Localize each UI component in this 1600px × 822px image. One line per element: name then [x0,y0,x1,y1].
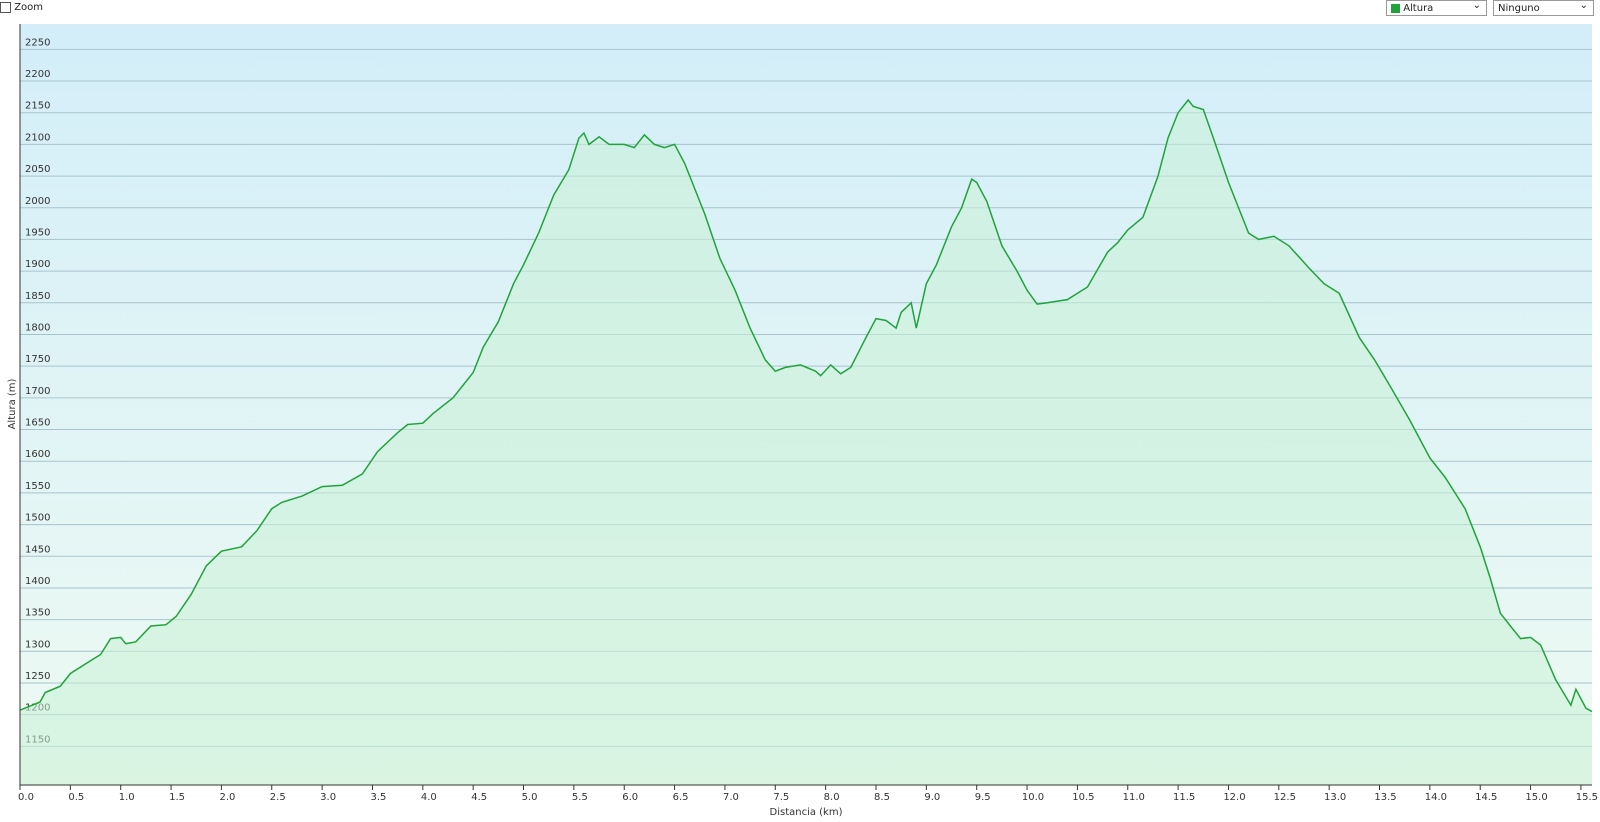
x-tick-label: 15.5 [1576,792,1598,803]
y-tick-label: 1200 [25,703,50,714]
y-tick-label: 1550 [25,481,50,492]
x-tick-label: 5.5 [572,792,588,803]
metric-label: Altura [1403,3,1434,14]
x-tick-label: 14.5 [1475,792,1497,803]
y-tick-label: 1500 [25,513,50,524]
x-tick-label: 3.5 [371,792,387,803]
elevation-line [19,98,1593,713]
y-tick-label: 2150 [25,101,50,112]
x-tick-label: 2.5 [270,792,286,803]
x-tick-label: 0.0 [18,792,34,803]
x-tick-label: 6.5 [673,792,689,803]
x-tick-label: 3.0 [320,792,336,803]
x-tick-label: 10.5 [1072,792,1094,803]
y-tick-label: 1450 [25,544,50,555]
y-tick-label: 2000 [25,196,50,207]
x-tick-label: 7.0 [723,792,739,803]
metric-select[interactable]: Altura [1386,0,1487,16]
area [20,100,1592,785]
x-axis-label: Distancia (km) [770,807,843,818]
zoom-control[interactable]: Zoom [0,0,60,16]
y-tick-label: 2250 [25,37,50,48]
y-tick-label: 1650 [25,418,50,429]
y-tick-label: 1600 [25,449,50,460]
y-tick-label: 1750 [25,354,50,365]
x-tick-label: 7.5 [773,792,789,803]
y-tick-label: 1300 [25,639,50,650]
x-tick-label: 13.5 [1374,792,1396,803]
x-tick-label: 4.0 [421,792,437,803]
y-tick-label: 1400 [25,576,50,587]
x-tick-label: 5.0 [522,792,538,803]
zoom-label: Zoom [14,2,44,13]
secondary-select[interactable]: Ninguno [1493,0,1594,16]
x-tick-label: 0.5 [68,792,84,803]
x-tick-label: 1.0 [119,792,135,803]
y-tick-label: 1700 [25,386,50,397]
y-tick-label: 1900 [25,259,50,270]
x-tick-label: 2.0 [219,792,235,803]
y-tick-label: 2100 [25,132,50,143]
y-tick-label: 2200 [25,69,50,80]
secondary-label: Ninguno [1498,3,1540,14]
y-tick-label: 2050 [25,164,50,175]
y-tick-label: 1150 [25,734,50,745]
x-tick-label: 6.0 [622,792,638,803]
plot-area [20,24,1592,785]
x-tick-label: 8.5 [874,792,890,803]
swatch [1391,3,1400,13]
x-tick-label: 12.0 [1223,792,1245,803]
y-tick-label: 1350 [25,608,50,619]
x-tick-label: 9.5 [975,792,991,803]
x-tick-label: 14.0 [1425,792,1447,803]
x-tick-label: 4.5 [471,792,487,803]
x-tick-label: 11.0 [1123,792,1145,803]
y-axis-label: Altura (m) [7,378,18,429]
x-tick-label: 1.5 [169,792,185,803]
x-tick-label: 11.5 [1173,792,1195,803]
x-tick-label: 10.0 [1022,792,1044,803]
y-tick-label: 1800 [25,322,50,333]
x-tick-label: 13.0 [1324,792,1346,803]
x-tick-label: 8.0 [824,792,840,803]
y-tick-label: 1850 [25,291,50,302]
checkbox[interactable] [0,1,11,13]
x-tick-label: 15.0 [1525,792,1547,803]
x-tick-label: 12.5 [1274,792,1296,803]
y-tick-label: 1250 [25,671,50,682]
y-tick-label: 1950 [25,227,50,238]
x-tick-label: 9.0 [924,792,940,803]
